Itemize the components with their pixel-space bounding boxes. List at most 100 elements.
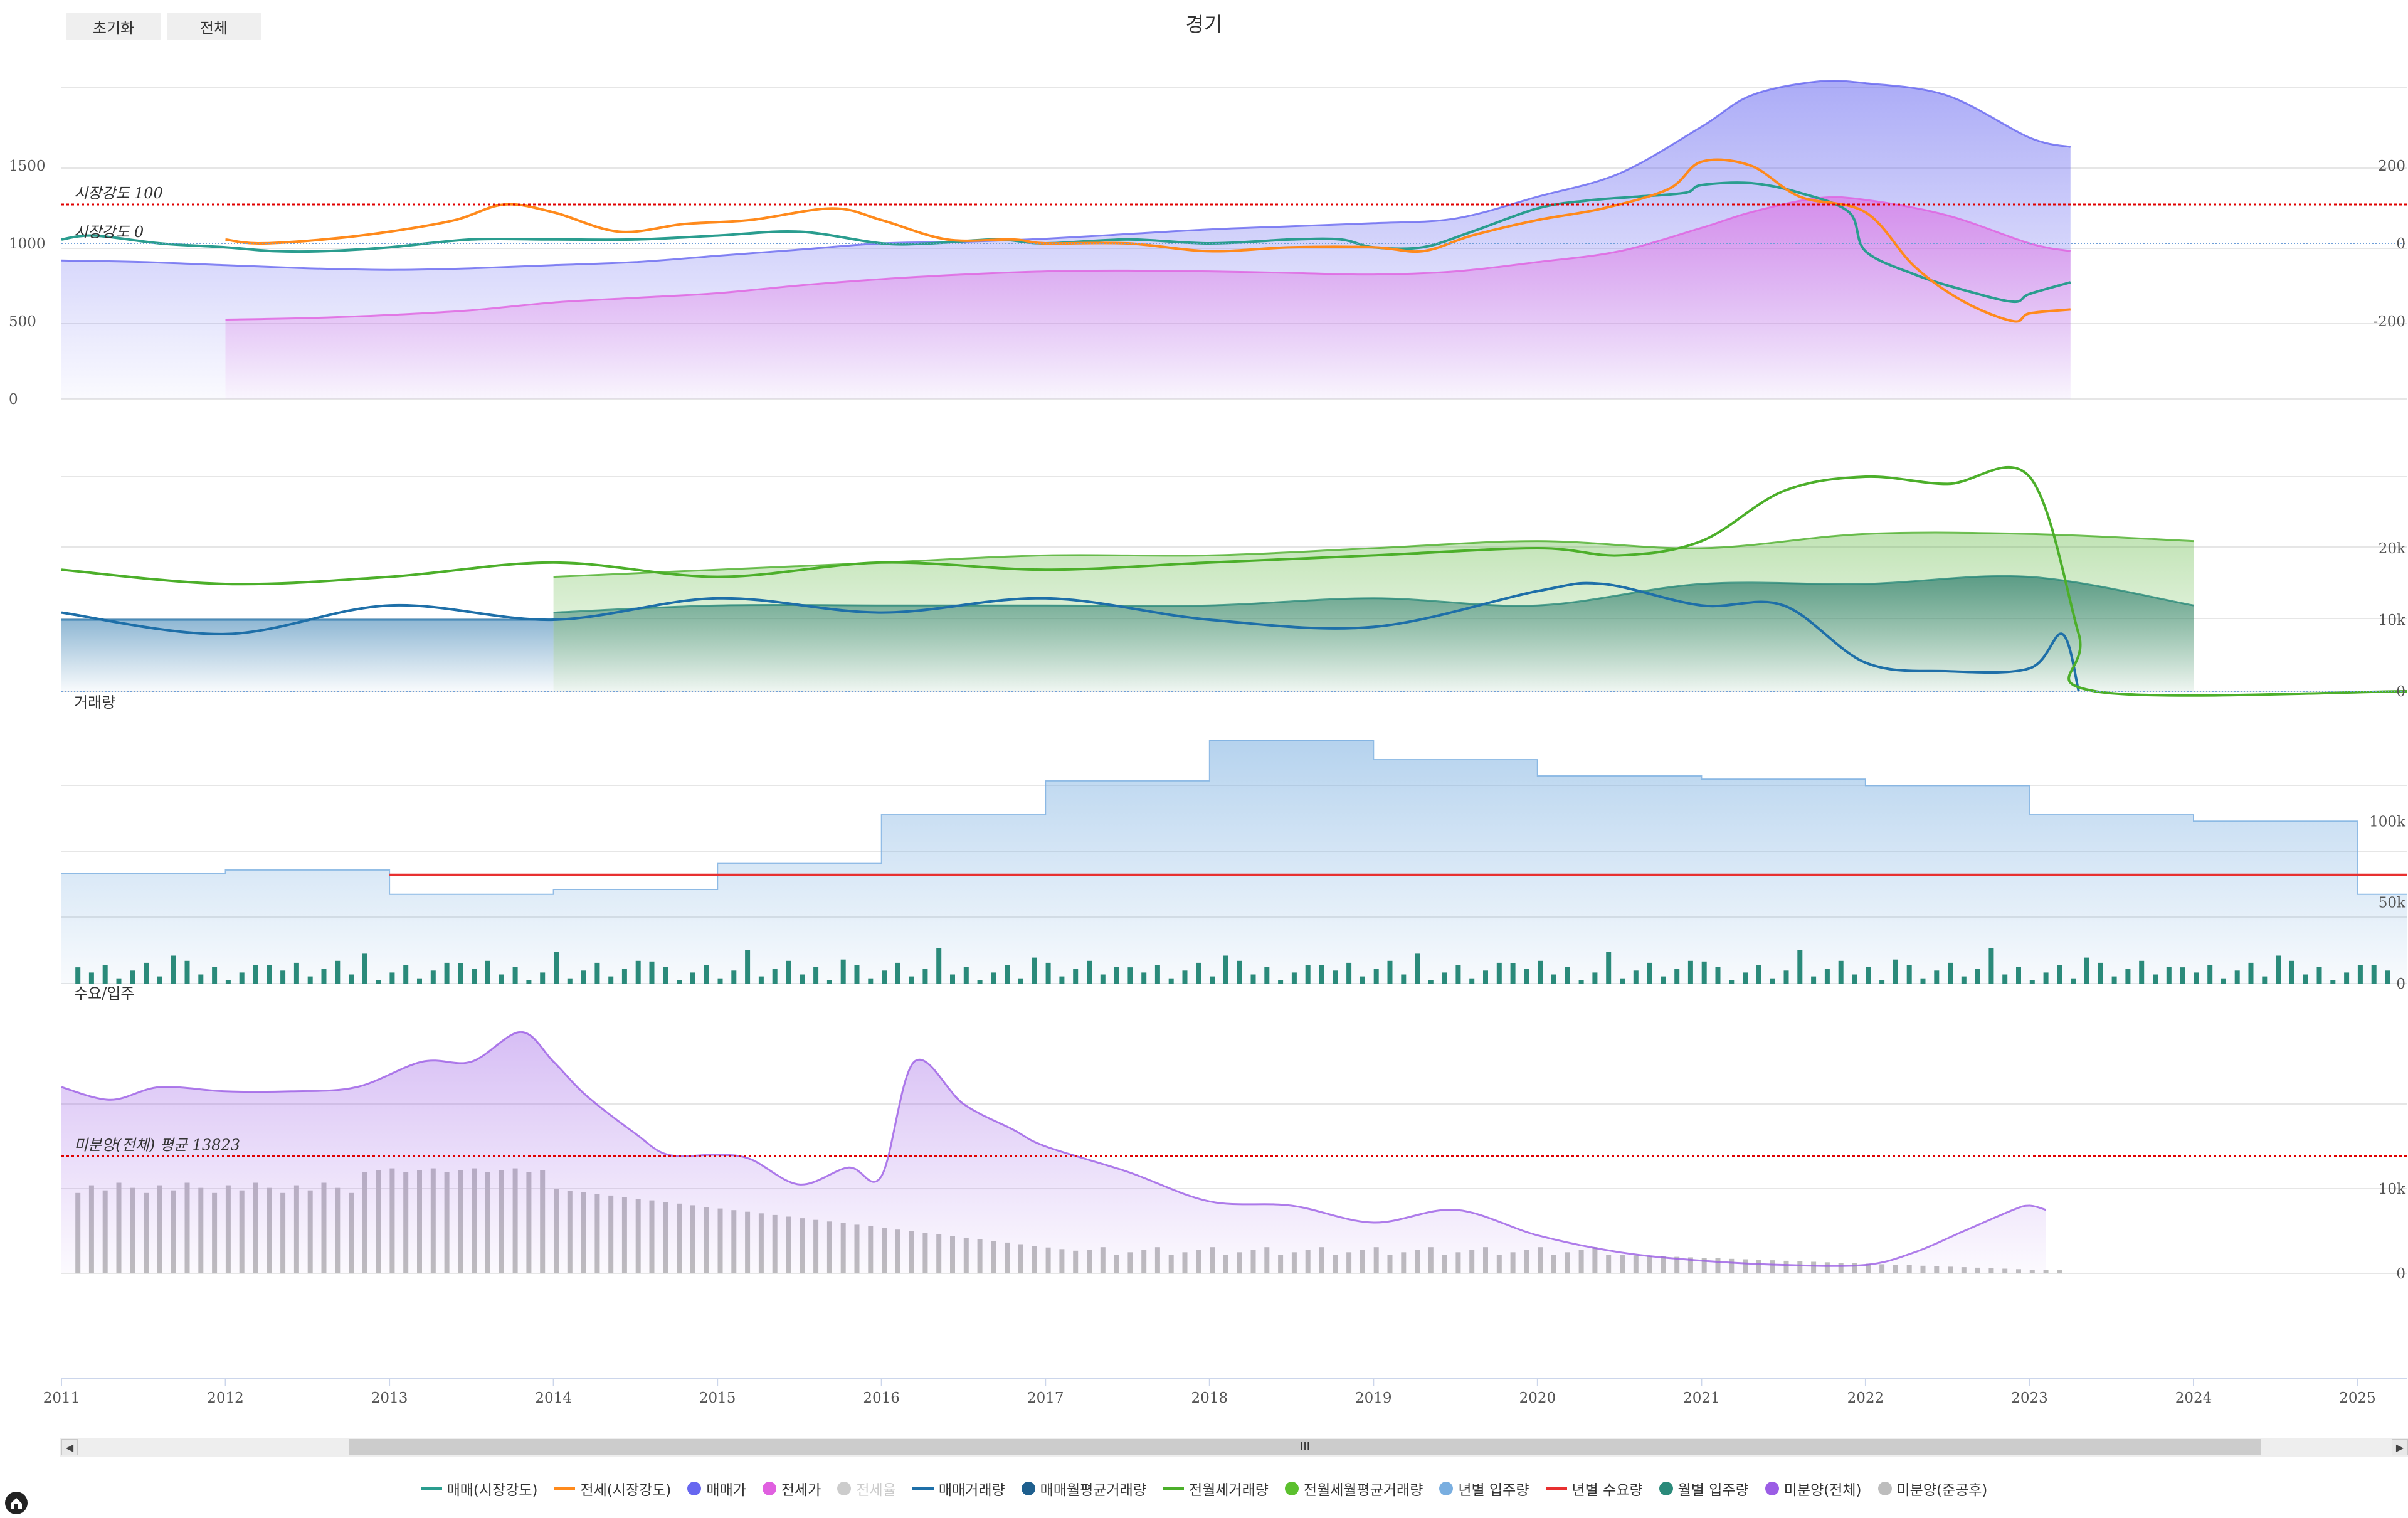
bar-monthly-supply (1715, 967, 1721, 984)
series-년별-입주량-line (61, 740, 2407, 895)
legend-label: 미분양(준공후) (1896, 1482, 1988, 1499)
bar-monthly-supply (1647, 962, 1652, 984)
reset-button[interactable]: 초기화 (66, 13, 161, 40)
bar-monthly-supply (1783, 970, 1789, 984)
bar-monthly-supply (677, 980, 682, 984)
bar-monthly-supply (649, 961, 655, 984)
panel-label: 수요/입주 (74, 985, 134, 1002)
home-icon[interactable] (4, 1490, 29, 1515)
bar-monthly-supply (389, 972, 395, 984)
bar-monthly-supply (1428, 980, 1434, 984)
legend-label: 전세가 (781, 1482, 821, 1499)
bar-monthly-supply (1360, 976, 1365, 984)
legend-dot-symbol (837, 1482, 852, 1495)
bar-monthly-supply (1674, 969, 1680, 984)
bar-monthly-supply (2248, 962, 2254, 984)
legend-line-symbol (1162, 1487, 1184, 1490)
bar-monthly-supply (2357, 965, 2363, 984)
bar-monthly-supply (2234, 970, 2240, 984)
bar-monthly-supply (2385, 970, 2390, 984)
bar-monthly-supply (2316, 967, 2322, 984)
bar-monthly-supply (1701, 961, 1707, 984)
series-매매월평균거래량-fill (61, 620, 554, 691)
legend-label: 매매(시장강도) (446, 1482, 538, 1499)
legend-item-년별-입주량[interactable]: 년별 입주량 (1439, 1478, 1529, 1499)
bar-monthly-supply (1592, 972, 1598, 984)
legend-item-전세가[interactable]: 전세가 (762, 1478, 821, 1499)
all-range-button[interactable]: 전체 (167, 13, 261, 40)
legend-line-symbol (912, 1487, 934, 1490)
bar-monthly-supply (772, 969, 778, 984)
legend-item-월별-입주량[interactable]: 월별 입주량 (1659, 1478, 1749, 1499)
bar-monthly-supply (485, 960, 490, 984)
legend-label: 년별 수요량 (1571, 1482, 1643, 1499)
bar-monthly-supply (1661, 976, 1666, 984)
x-tick-label: 2016 (863, 1390, 900, 1406)
legend-item-매매-시장강도[interactable]: 매매(시장강도) (420, 1478, 538, 1499)
legend-item-매매거래량[interactable]: 매매거래량 (912, 1478, 1005, 1499)
series-미분양-전체-line (61, 1031, 2047, 1267)
bar-monthly-supply (731, 970, 737, 984)
bar-monthly-supply (608, 976, 614, 984)
bar-monthly-supply (826, 980, 832, 984)
bar-monthly-supply (349, 974, 354, 984)
right-axis-label: 0 (2396, 236, 2405, 252)
legend-item-매매월평균거래량[interactable]: 매매월평균거래량 (1021, 1478, 1146, 1499)
bar-monthly-supply (1264, 967, 1270, 984)
series-전세가-line (225, 196, 2071, 321)
series-매매가-line (61, 79, 2071, 271)
bar-monthly-supply (1455, 965, 1461, 984)
legend-item-미분양-준공후[interactable]: 미분양(준공후) (1877, 1478, 1988, 1499)
x-tick-label: 2020 (1519, 1390, 1556, 1406)
bar-monthly-supply (1920, 978, 1926, 984)
bar-monthly-supply (1059, 976, 1065, 984)
series-전월세거래량-line (61, 465, 2407, 697)
scroll-left-arrow[interactable]: ◀ (61, 1439, 78, 1455)
bar-monthly-supply (1401, 974, 1407, 984)
bar-monthly-supply (854, 965, 860, 984)
bar-monthly-supply (977, 980, 983, 984)
bar-monthly-supply (1291, 972, 1297, 984)
legend-label: 년별 입주량 (1458, 1482, 1529, 1499)
legend-item-전세-시장강도[interactable]: 전세(시장강도) (554, 1478, 671, 1499)
bar-monthly-supply (88, 972, 94, 984)
bar-monthly-supply (1210, 976, 1215, 984)
navigator-scrollbar[interactable]: ◀ III ▶ (60, 1438, 2408, 1457)
bar-monthly-supply (936, 948, 942, 984)
legend-item-매매가[interactable]: 매매가 (687, 1478, 746, 1499)
legend-item-전월세월평균거래량[interactable]: 전월세월평균거래량 (1284, 1478, 1423, 1499)
bar-monthly-supply (239, 972, 245, 984)
bar-monthly-supply (130, 970, 135, 984)
right-axis-label: 200 (2378, 158, 2405, 174)
bar-monthly-supply (1223, 955, 1228, 984)
scroll-thumb[interactable]: III (349, 1439, 2261, 1455)
bar-monthly-supply (567, 978, 573, 984)
legend-item-년별-수요량[interactable]: 년별 수요량 (1545, 1478, 1643, 1499)
bar-monthly-supply (2276, 955, 2281, 984)
right-axis-label: 0 (2396, 976, 2405, 992)
bar-monthly-supply (1852, 974, 1857, 984)
bar-monthly-supply (1415, 953, 1420, 984)
right-axis-label: 100k (2369, 814, 2406, 830)
bar-monthly-supply (171, 955, 176, 984)
series-전세가-fill (225, 197, 2071, 399)
legend-item-미분양-전체[interactable]: 미분양(전체) (1765, 1478, 1862, 1499)
bar-monthly-supply (1948, 962, 1953, 984)
bar-monthly-supply (335, 960, 341, 984)
bar-monthly-supply (2289, 960, 2294, 984)
bar-monthly-supply (116, 978, 122, 984)
bar-monthly-supply (963, 967, 969, 984)
legend-item-전세율[interactable]: 전세율 (837, 1478, 896, 1499)
bar-monthly-supply (1114, 967, 1119, 984)
bar-monthly-supply (1510, 963, 1516, 984)
scroll-right-arrow[interactable]: ▶ (2392, 1439, 2408, 1455)
bar-monthly-supply (1442, 972, 1447, 984)
bar-monthly-supply (786, 960, 791, 984)
legend-label: 전월세월평균거래량 (1303, 1482, 1423, 1499)
bar-monthly-supply (950, 974, 955, 984)
bar-monthly-supply (2153, 974, 2158, 984)
plot-line-label: 시장강도 100 (74, 184, 163, 202)
bar-monthly-supply (225, 980, 231, 984)
legend-item-전월세거래량[interactable]: 전월세거래량 (1162, 1478, 1269, 1499)
right-axis-label: 50k (2379, 895, 2406, 911)
